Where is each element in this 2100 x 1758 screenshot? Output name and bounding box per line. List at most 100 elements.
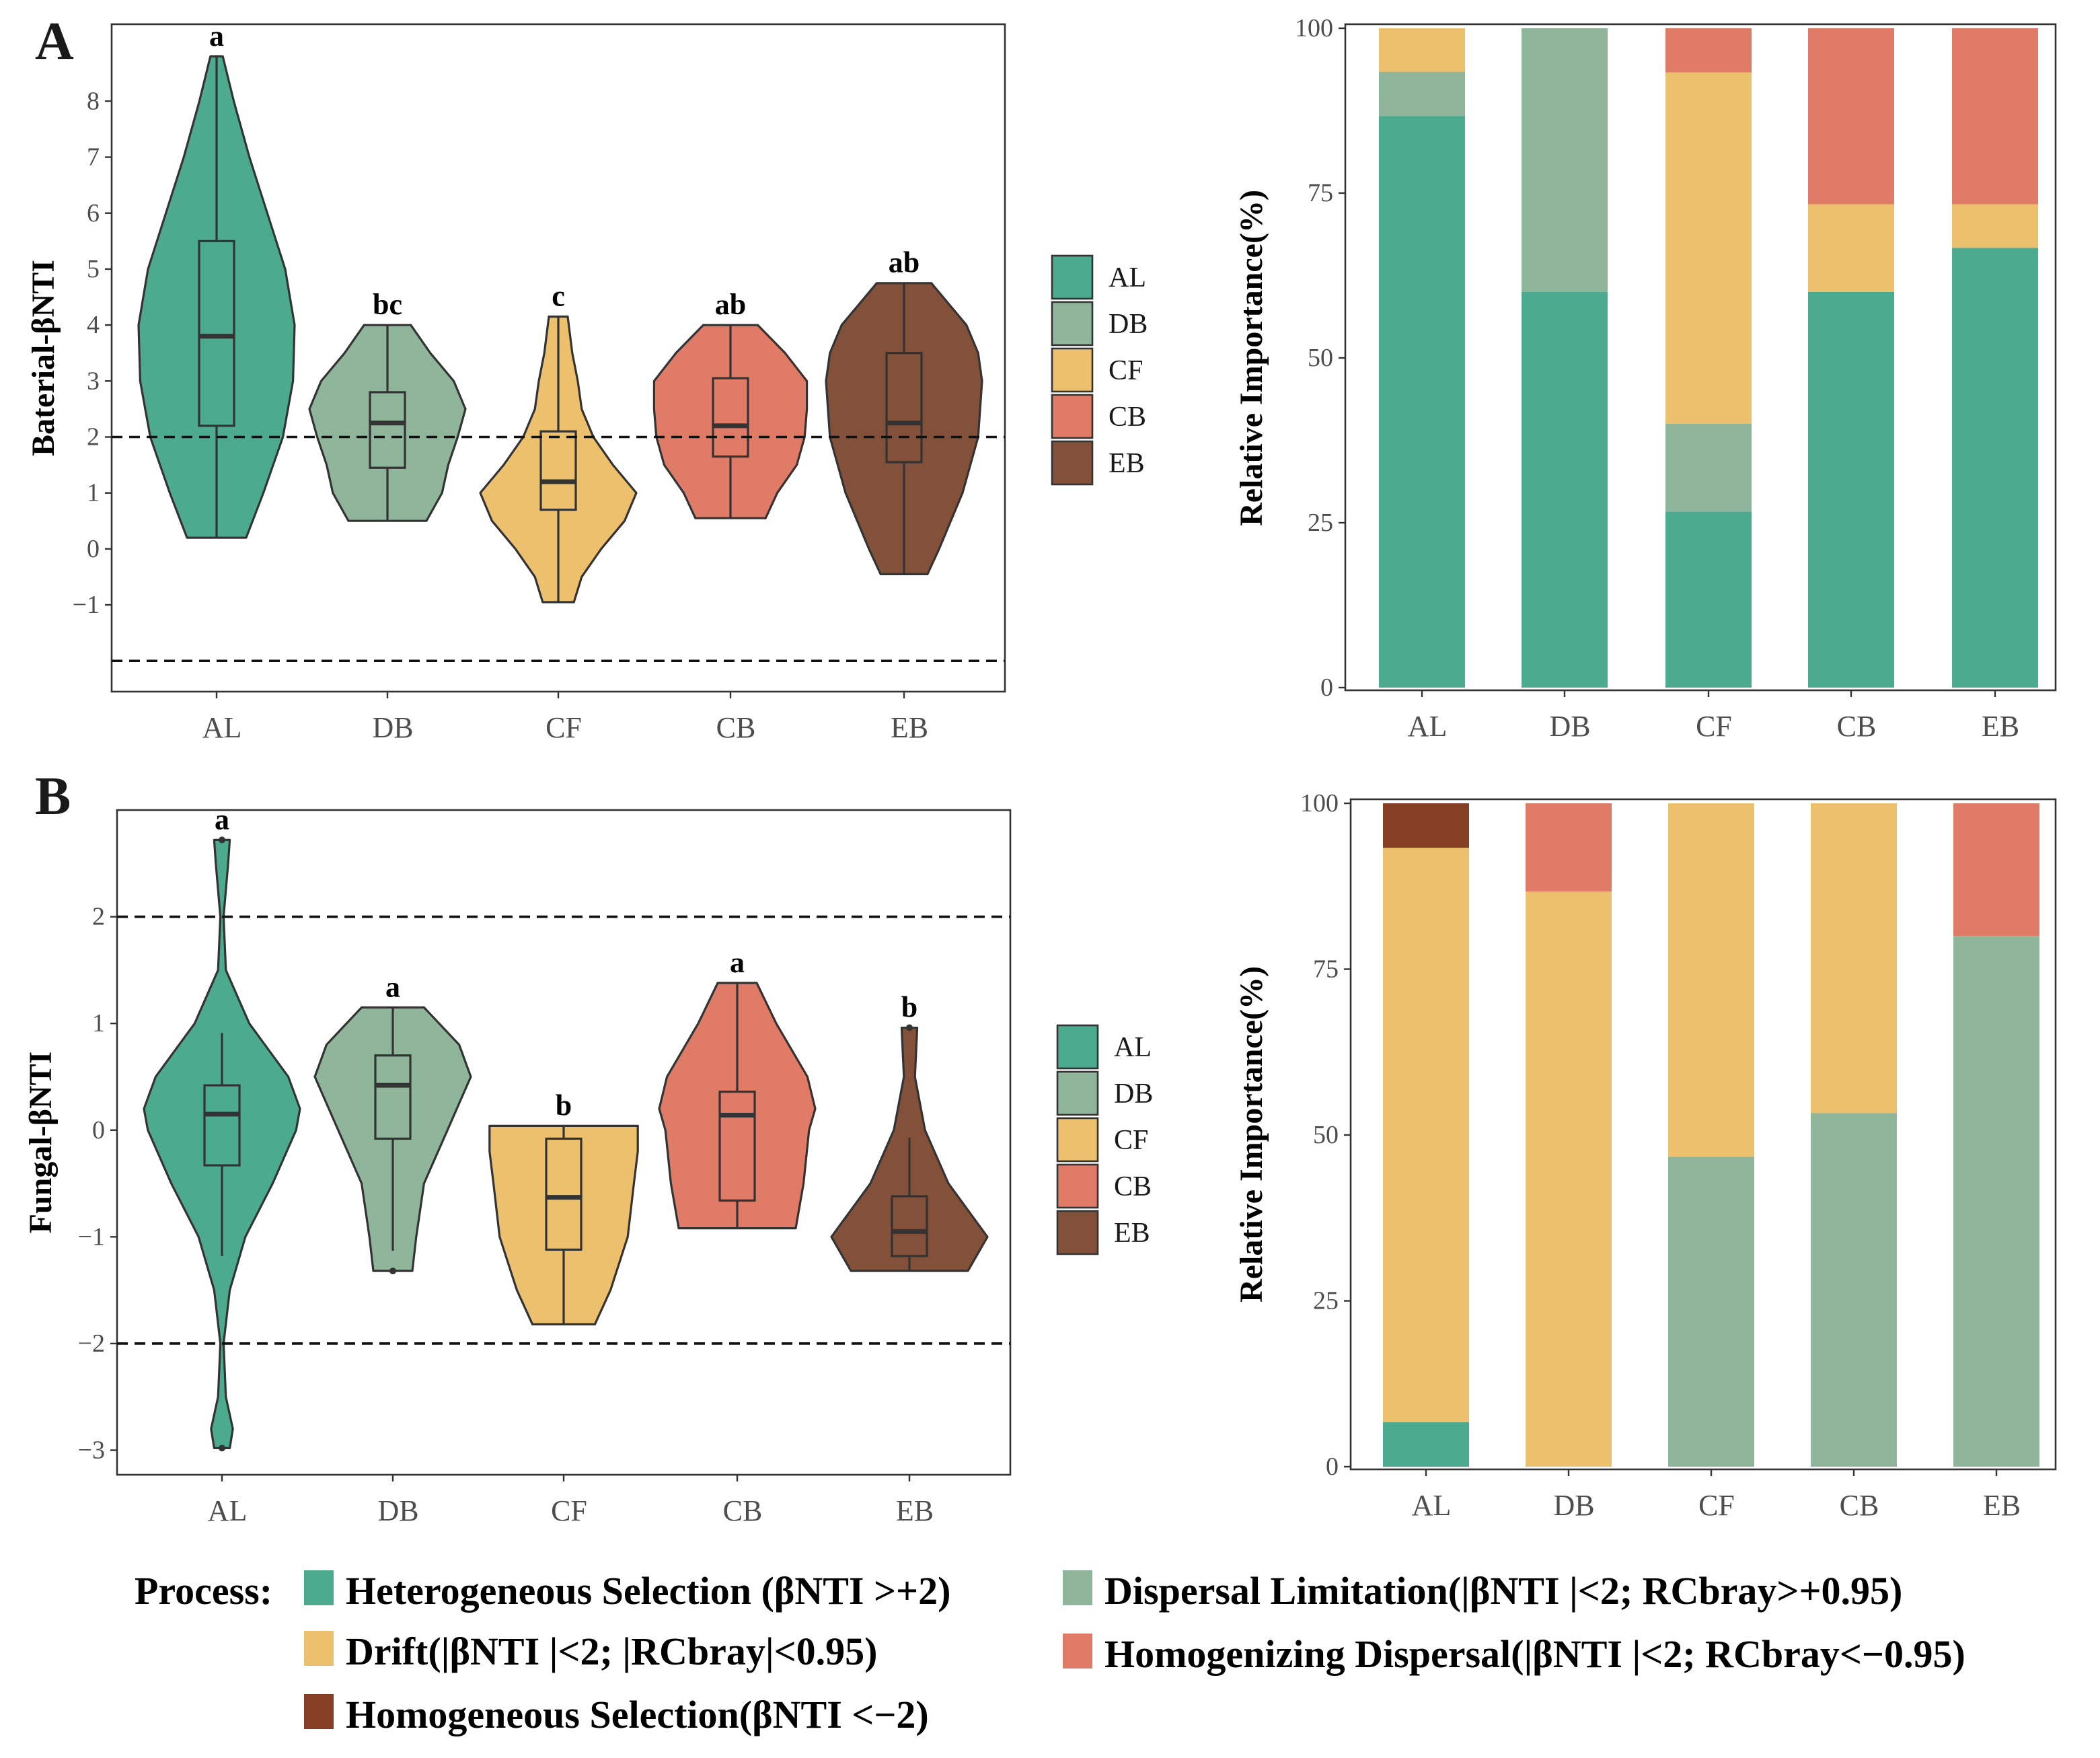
- significance-letter-DB: a: [385, 970, 400, 1003]
- significance-letter-DB: bc: [373, 288, 402, 321]
- y-tick-label: 25: [1313, 1287, 1339, 1315]
- legend-swatch-EB: [1051, 440, 1094, 486]
- process-legend-label: Homogenizing Dispersal(|βNTI |<2; RCbray…: [1104, 1632, 1965, 1676]
- y-tick-label: 0: [1320, 673, 1333, 702]
- x-tick-label: CB: [723, 1494, 763, 1527]
- panel-label-b: B: [35, 767, 71, 826]
- legend-label-CB: CB: [1114, 1171, 1152, 1202]
- x-tick-label: DB: [372, 711, 413, 744]
- process-swatch: [304, 1694, 334, 1729]
- y-tick-label: 0: [92, 1116, 105, 1144]
- y-tick-label: 100: [1300, 789, 1339, 817]
- panel-label-a: A: [35, 12, 74, 71]
- box-CF: [539, 430, 577, 511]
- bar-AL-drift: [1379, 28, 1465, 72]
- outlier-point: [219, 1444, 225, 1452]
- bar-EB-heterogeneous-selection: [1952, 248, 2038, 688]
- x-tick-label: CF: [1696, 710, 1732, 743]
- x-tick-label: AL: [1412, 1489, 1452, 1522]
- y-tick-label: 1: [87, 479, 100, 507]
- box-DB: [374, 1054, 412, 1140]
- legend-label-CB: CB: [1109, 402, 1146, 433]
- y-tick-label: 2: [87, 423, 100, 451]
- legend-swatch-AL: [1051, 254, 1094, 300]
- bar-EB-drift: [1952, 204, 2038, 248]
- legend-label-DB: DB: [1109, 309, 1148, 340]
- y-axis-label: Fungal-βNTI: [23, 1052, 59, 1234]
- process-swatch: [1063, 1634, 1092, 1669]
- x-tick-label: EB: [891, 711, 928, 744]
- x-tick-label: AL: [208, 1494, 248, 1527]
- x-tick-label: EB: [1982, 710, 2019, 743]
- process-legend: Process: Heterogeneous Selection (βNTI >+…: [135, 1569, 1965, 1736]
- significance-letter-CB: a: [730, 946, 745, 979]
- significance-letter-AL: a: [215, 803, 229, 836]
- y-tick-label: −1: [73, 591, 100, 619]
- y-tick-label: 5: [87, 255, 100, 283]
- x-tick-label: CB: [1840, 1489, 1879, 1522]
- y-tick-label: −1: [78, 1222, 105, 1251]
- legend-swatch-CB: [1056, 1163, 1099, 1209]
- bar-AL-homogeneous-selection: [1383, 803, 1469, 848]
- y-tick-label: 7: [87, 143, 100, 172]
- legend-label-DB: DB: [1114, 1078, 1153, 1109]
- process-swatch: [304, 1570, 334, 1605]
- x-tick-label: CB: [716, 711, 756, 744]
- group-legend: AL DB CF CB EB: [1056, 1024, 1153, 1255]
- bar-CB-dispersal-limitation: [1811, 1113, 1897, 1467]
- x-tick-label: CB: [1837, 710, 1877, 743]
- outlier-point: [219, 836, 225, 844]
- y-axis-label: Relative Importance(%): [1234, 966, 1269, 1303]
- x-tick-label: DB: [1549, 710, 1590, 743]
- box-AL: [203, 1084, 241, 1167]
- outlier-point: [389, 1268, 396, 1275]
- bar-DB-drift: [1526, 891, 1612, 1467]
- legend-label-AL: AL: [1114, 1032, 1152, 1063]
- bar-DB-dispersal-limitation: [1522, 28, 1608, 292]
- y-tick-label: 75: [1308, 179, 1333, 207]
- y-axis-label: Relative Importance(%): [1234, 190, 1269, 526]
- y-tick-label: 2: [92, 903, 105, 931]
- x-tick-label: EB: [1983, 1489, 2021, 1522]
- y-tick-label: 4: [87, 311, 100, 339]
- process-legend-label: Heterogeneous Selection (βNTI >+2): [346, 1569, 950, 1613]
- y-tick-label: 3: [87, 367, 100, 395]
- y-tick-label: 6: [87, 199, 100, 227]
- significance-letter-EB: b: [901, 991, 917, 1024]
- legend-label-CF: CF: [1109, 355, 1143, 386]
- legend-swatch-CF: [1056, 1117, 1099, 1163]
- x-tick-label: CF: [1698, 1489, 1735, 1522]
- process-swatch: [1063, 1570, 1092, 1605]
- bar-EB-homogenizing-dispersal: [1953, 803, 2039, 937]
- significance-letter-CB: ab: [715, 288, 746, 321]
- x-tick-label: CF: [546, 711, 582, 744]
- bar-CB-heterogeneous-selection: [1808, 292, 1894, 688]
- bar-EB-dispersal-limitation: [1953, 936, 2039, 1467]
- x-tick-label: DB: [377, 1494, 418, 1527]
- significance-letter-CF: b: [556, 1089, 572, 1122]
- legend-swatch-CB: [1051, 394, 1094, 439]
- bar-EB-homogenizing-dispersal: [1952, 28, 2038, 205]
- legend-label-EB: EB: [1114, 1218, 1150, 1249]
- bar-CB-homogenizing-dispersal: [1808, 28, 1894, 205]
- significance-letter-CF: c: [552, 280, 565, 313]
- bar-CF-dispersal-limitation: [1665, 424, 1752, 512]
- box-DB: [369, 391, 406, 469]
- B-bar-chart: 0 25 50 75 100 Relative Importance(%) AL DB CF CB…: [1234, 789, 2057, 1522]
- box-CB: [712, 377, 749, 458]
- y-tick-label: 8: [87, 87, 100, 115]
- process-legend-label: Dispersal Limitation(|βNTI |<2; RCbray>+…: [1104, 1569, 1902, 1613]
- x-tick-label: AL: [202, 711, 242, 744]
- outlier-point: [906, 1024, 913, 1031]
- box-AL: [198, 240, 235, 427]
- bar-CB-drift: [1808, 204, 1894, 292]
- y-tick-label: 75: [1313, 955, 1339, 984]
- group-legend: AL DB CF CB EB: [1051, 254, 1148, 486]
- y-tick-label: 25: [1308, 509, 1333, 537]
- bar-AL-drift: [1383, 848, 1469, 1422]
- significance-letter-EB: ab: [889, 246, 920, 279]
- process-swatch: [304, 1631, 334, 1666]
- y-tick-label: −3: [78, 1436, 105, 1465]
- x-tick-label: EB: [896, 1494, 934, 1527]
